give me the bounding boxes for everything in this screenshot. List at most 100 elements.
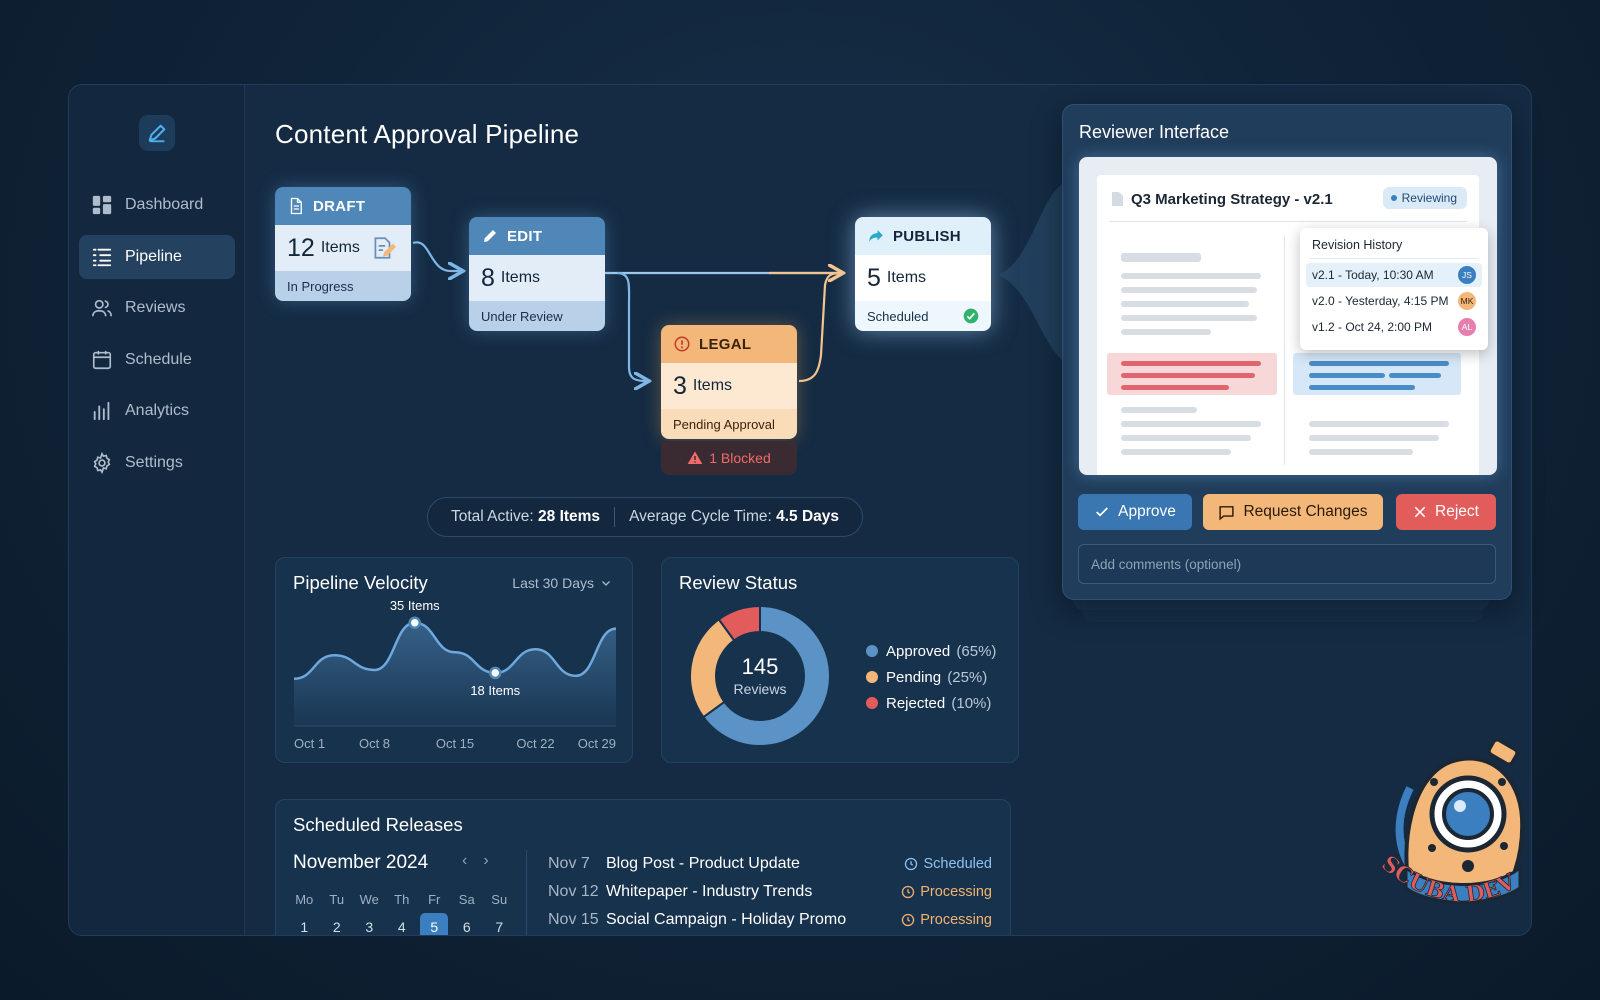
sidebar-item-schedule[interactable]: Schedule (79, 338, 235, 382)
cycle-time-value: 4.5 Days (776, 508, 840, 525)
stage-publish-card[interactable]: PUBLISH 5 Items Scheduled (855, 217, 991, 331)
check-icon (1096, 507, 1109, 517)
release-title: Blog Post - Product Update (606, 855, 800, 872)
legend-item-pending: Pending (25%) (866, 664, 996, 690)
chevron-right-icon[interactable]: › (483, 852, 489, 869)
text-line (1309, 435, 1439, 441)
scuba-dev-logo: SCUBA DEV (1376, 738, 1525, 908)
document-icon (290, 197, 302, 215)
status-badge: Reviewing (1382, 187, 1467, 209)
releases-divider (526, 850, 527, 935)
release-status: Processing (901, 884, 992, 900)
stage-count: 3 (673, 371, 687, 400)
alert-circle-icon (674, 336, 690, 352)
stage-draft-card[interactable]: DRAFT 12 Items In Progress (275, 187, 411, 301)
release-status-label: Scheduled (923, 856, 992, 872)
revision-label: v2.0 - Yesterday, 4:15 PM (1312, 294, 1449, 308)
diff-added-line (1309, 385, 1415, 390)
legend-pct: (65%) (956, 642, 997, 660)
blocked-indicator[interactable]: 1 Blocked (661, 441, 797, 475)
revision-item[interactable]: v1.2 - Oct 24, 2:00 PM AL (1306, 315, 1482, 339)
panel-title: Review Status (679, 572, 798, 593)
x-tick-label: Oct 15 (436, 736, 474, 751)
donut-slice-rejected (717, 604, 761, 642)
release-status: Scheduled (904, 856, 992, 872)
comment-input[interactable] (1078, 544, 1496, 584)
calendar-day[interactable]: 4 (397, 918, 406, 935)
calendar-day[interactable]: 7 (495, 918, 504, 935)
close-icon (1414, 506, 1426, 518)
diff-added-line (1389, 373, 1441, 378)
calendar-day[interactable]: 3 (365, 918, 374, 935)
diff-removed-line (1121, 373, 1255, 378)
gear-icon (93, 451, 111, 474)
donut-slice-approved (701, 604, 831, 747)
chevron-down-icon (602, 581, 610, 586)
calendar-day[interactable]: 1 (300, 918, 309, 935)
sidebar-item-reviews[interactable]: Reviews (79, 286, 235, 330)
sidebar-item-settings[interactable]: Settings (79, 441, 235, 485)
weekday: Tu (329, 892, 345, 907)
sidebar: Dashboard Pipeline Reviews Schedule Anal… (69, 85, 245, 935)
calendar-day-selected[interactable]: 5 (420, 913, 449, 935)
stage-unit: Items (692, 377, 733, 394)
x-tick-label: Oct 22 (516, 736, 554, 751)
text-line (1121, 253, 1201, 262)
x-tick-label: Oct 29 (578, 736, 616, 751)
summary-divider (614, 507, 616, 527)
diff-added-line (1309, 373, 1385, 378)
release-title: Social Campaign - Holiday Promo (606, 911, 847, 928)
connector-edit-legal (616, 271, 647, 381)
app-logo[interactable] (139, 115, 175, 151)
stage-label: EDIT (507, 227, 543, 245)
release-item[interactable]: Nov 15 Social Campaign - Holiday Promo P… (548, 906, 992, 934)
date-range-dropdown[interactable]: Last 30 Days (512, 575, 612, 591)
sidebar-item-label: Settings (125, 453, 183, 471)
stage-unit: Items (500, 269, 541, 286)
weekday: Th (394, 892, 410, 907)
weekday: Fr (428, 892, 441, 907)
avatar: JS (1458, 266, 1476, 284)
sidebar-item-pipeline[interactable]: Pipeline (79, 234, 235, 279)
release-list: Nov 7 Blog Post - Product Update Schedul… (548, 850, 992, 934)
review-status-donut: 145 Reviews (689, 604, 831, 747)
chevron-left-icon[interactable]: ‹ (462, 852, 468, 869)
stage-count: 12 (287, 233, 315, 262)
reviewer-title: Reviewer Interface (1079, 122, 1230, 142)
legend-label: Pending (886, 668, 942, 686)
diff-divider (1284, 235, 1285, 465)
sidebar-item-analytics[interactable]: Analytics (79, 389, 235, 433)
calendar-icon (92, 350, 112, 369)
text-line (1121, 449, 1231, 455)
reject-button[interactable]: Reject (1396, 494, 1496, 530)
stage-legal-card[interactable]: LEGAL 3 Items Pending Approval (661, 325, 797, 439)
stage-unit: Items (320, 239, 360, 256)
stage-label: PUBLISH (893, 227, 961, 245)
release-item[interactable]: Nov 7 Blog Post - Product Update Schedul… (548, 850, 992, 878)
calendar-day[interactable]: 6 (462, 918, 471, 935)
badge-label: Reviewing (1401, 191, 1457, 205)
stage-label: LEGAL (699, 335, 752, 353)
share-arrow-icon (869, 230, 883, 242)
approve-button[interactable]: Approve (1078, 494, 1192, 530)
stage-edit-card[interactable]: EDIT 8 Items Under Review (469, 217, 605, 331)
x-tick-label: Oct 1 (294, 736, 325, 751)
revision-item[interactable]: v2.1 - Today, 10:30 AM JS (1306, 263, 1482, 287)
request-changes-button[interactable]: Request Changes (1203, 494, 1383, 530)
clock-icon (902, 913, 915, 927)
stage-label: DRAFT (313, 197, 366, 215)
publish-to-reviewer-connector (1000, 184, 1062, 360)
text-line (1121, 407, 1197, 413)
users-icon (92, 299, 112, 317)
donut-center-value: 145 (742, 654, 779, 679)
release-item[interactable]: Nov 12 Whitepaper - Industry Trends Proc… (548, 878, 992, 906)
revision-item[interactable]: v2.0 - Yesterday, 4:15 PM MK (1306, 289, 1482, 313)
legend-label: Approved (886, 642, 951, 660)
release-status-label: Processing (920, 884, 992, 900)
sidebar-item-dashboard[interactable]: Dashboard (79, 183, 235, 227)
connector-draft-edit (412, 241, 461, 271)
legend-swatch (866, 697, 878, 709)
calendar-day[interactable]: 2 (332, 918, 341, 935)
legend-item-approved: Approved (65%) (866, 638, 996, 664)
velocity-line (293, 621, 617, 681)
